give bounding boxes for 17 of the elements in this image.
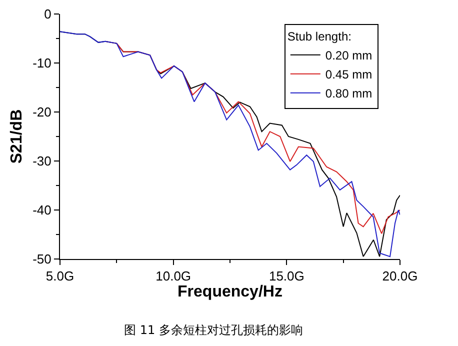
x-axis-title: Frequency/Hz — [178, 284, 282, 301]
legend-label: 0.45 mm — [325, 68, 372, 82]
y-tick-label: -50 — [32, 252, 52, 267]
y-axis-title: S21/dB — [8, 109, 26, 164]
y-tick-label: -40 — [32, 202, 52, 218]
legend-label: 0.80 mm — [325, 86, 372, 101]
y-tick-label: -10 — [32, 56, 52, 71]
legend-label: 0.20 mm — [325, 48, 372, 63]
caption: 图 11 多余短柱对过孔损耗的影响 — [124, 323, 303, 337]
y-tick-label: 0 — [44, 6, 52, 22]
y-tick-label: -20 — [32, 104, 52, 120]
legend-title: Stub length: — [287, 29, 352, 44]
x-tick-label: 10.0G — [156, 268, 192, 284]
x-tick-label: 15.0G — [268, 268, 304, 284]
y-tick-label: -30 — [32, 154, 52, 169]
x-tick-label: 20.0G — [382, 268, 418, 284]
x-tick-label: 5.0G — [46, 268, 74, 284]
